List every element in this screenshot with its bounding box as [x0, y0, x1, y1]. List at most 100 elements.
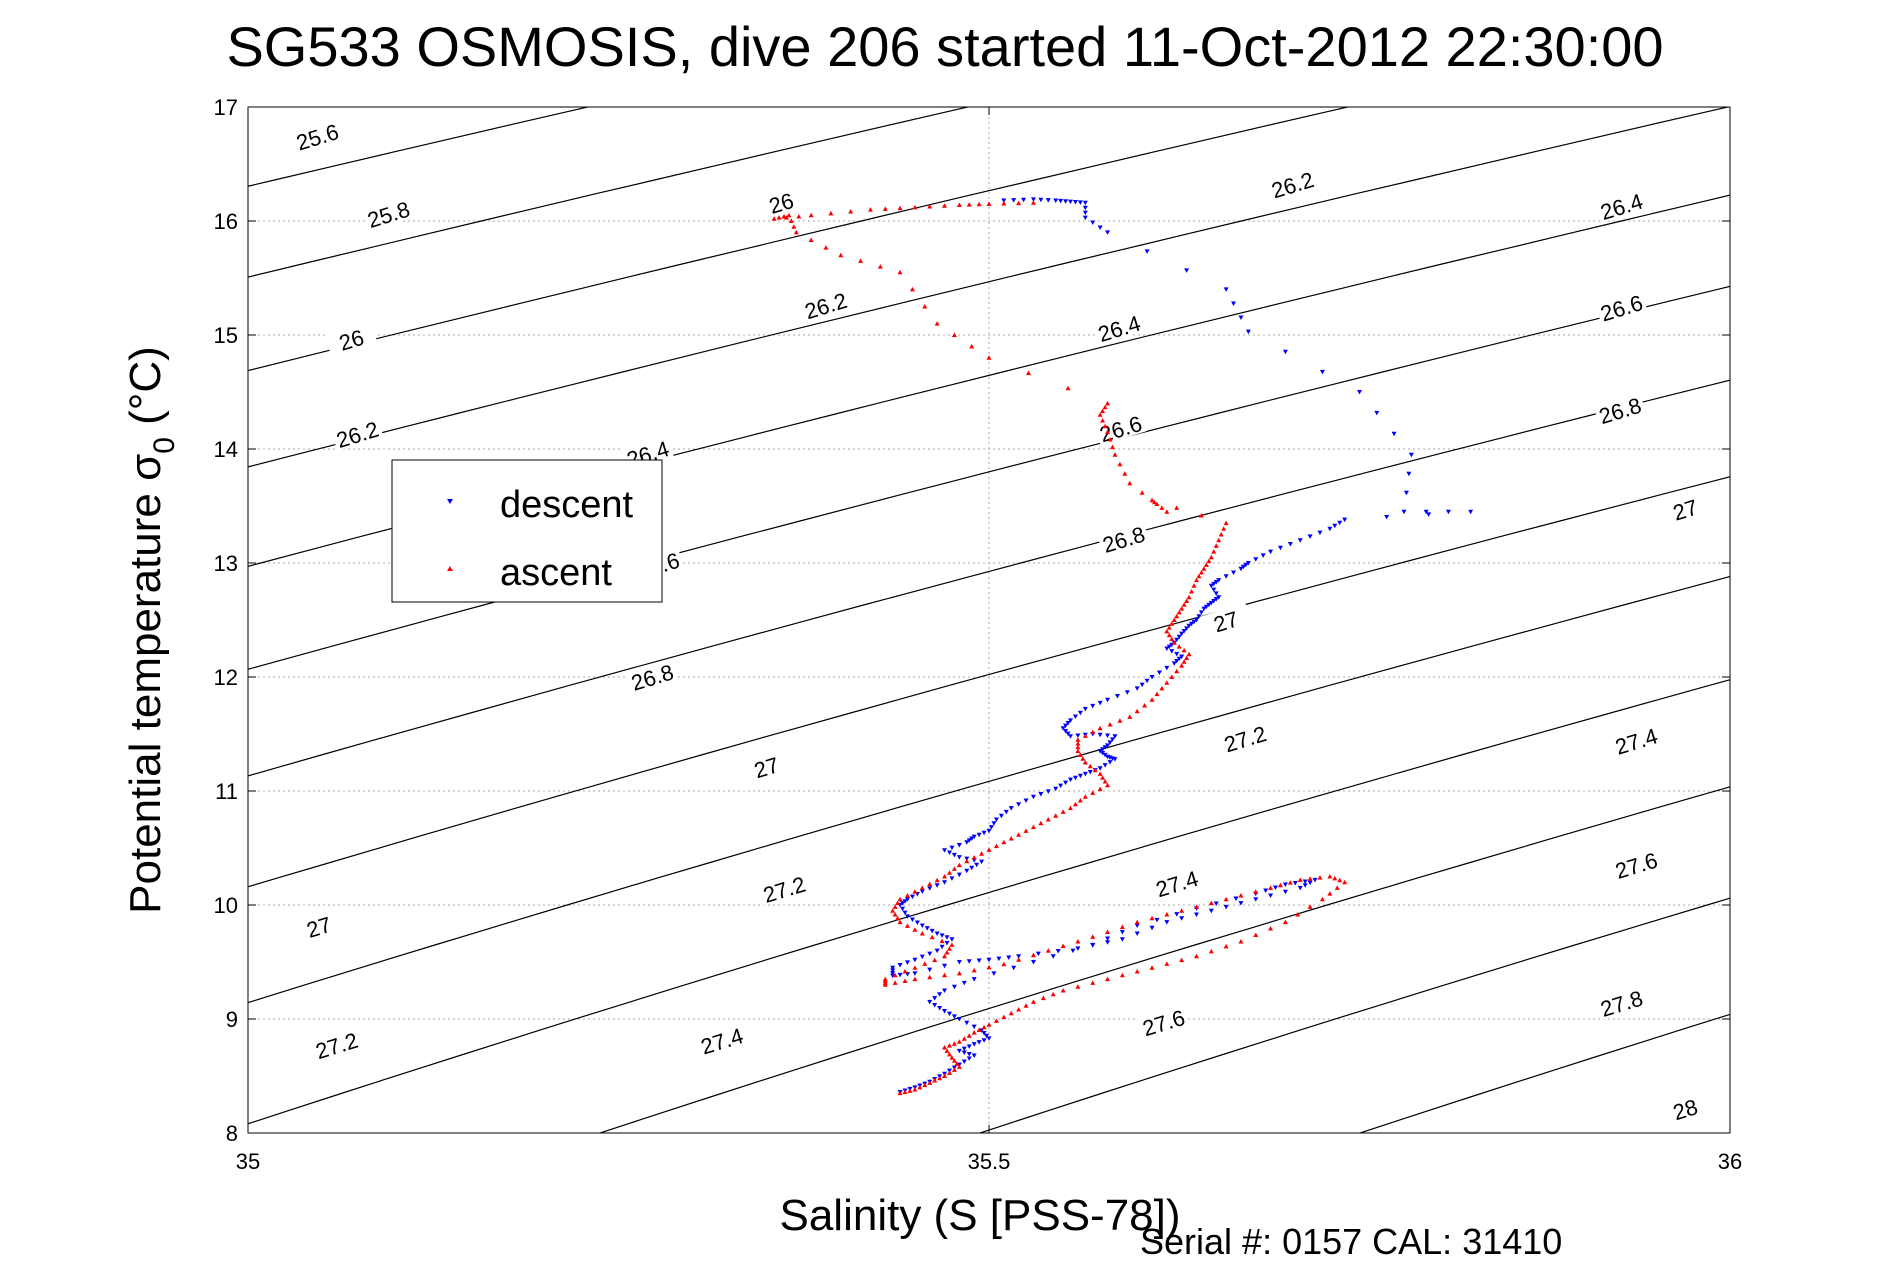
ascent-point	[942, 874, 948, 879]
descent-point	[1374, 410, 1380, 416]
ascent-point	[1223, 943, 1229, 949]
ascent-point	[1090, 729, 1096, 735]
ascent-point	[1038, 820, 1044, 826]
ascent-point	[986, 355, 992, 360]
ascent-point	[956, 1039, 962, 1044]
ascent-point	[902, 978, 908, 983]
descent-point	[939, 944, 945, 950]
descent-point	[956, 842, 962, 848]
y-axis-label-main: Potential temperature σ	[121, 454, 170, 914]
ascent-point	[927, 1080, 933, 1085]
ascent-point	[946, 870, 952, 875]
descent-point	[1072, 775, 1078, 781]
descent-point	[1082, 771, 1088, 777]
descent-point	[1139, 682, 1145, 688]
descent-point	[961, 1059, 967, 1065]
ascent-point	[1142, 703, 1148, 708]
descent-point	[956, 1017, 962, 1022]
ascent-point	[1176, 644, 1182, 649]
descent-point	[1268, 893, 1274, 898]
ascent-point	[927, 204, 933, 209]
contour-label-bg	[1097, 520, 1150, 556]
descent-point	[1211, 587, 1217, 593]
ascent-point	[1092, 767, 1098, 773]
descent-point	[934, 931, 940, 936]
descent-point	[1068, 718, 1074, 723]
ascent-point	[912, 927, 918, 932]
ascent-point	[909, 286, 915, 292]
ascent-point	[1127, 714, 1133, 719]
ascent-point	[771, 216, 777, 221]
ascent-point	[956, 970, 962, 976]
ascent-point	[1179, 908, 1185, 913]
descent-point	[964, 868, 970, 874]
descent-point	[979, 1028, 985, 1033]
descent-point	[1216, 595, 1222, 600]
descent-point	[1231, 570, 1237, 575]
descent-point	[1063, 780, 1069, 786]
descent-point	[1154, 917, 1160, 923]
descent-point	[1050, 954, 1056, 959]
ascent-point	[1082, 760, 1088, 765]
ascent-point	[858, 258, 864, 263]
ascent-point	[1164, 912, 1170, 917]
descent-point	[1216, 578, 1222, 583]
ascent-point	[946, 1051, 952, 1057]
descent-point	[961, 980, 967, 986]
descent-point	[1423, 509, 1429, 515]
descent-point	[1030, 794, 1036, 800]
descent-point	[1156, 670, 1162, 675]
ascent-point	[1164, 509, 1170, 514]
descent-point	[1102, 745, 1108, 750]
descent-point	[1105, 743, 1111, 748]
ascent-point	[942, 203, 948, 208]
ascent-point	[966, 1033, 972, 1038]
descent-point	[1302, 883, 1308, 888]
ascent-point	[1277, 882, 1283, 888]
descent-point	[1100, 751, 1106, 756]
ascent-point	[922, 304, 928, 309]
descent-point	[1174, 912, 1180, 917]
ascent-point	[1282, 919, 1288, 925]
descent-point	[1035, 951, 1041, 957]
descent-point	[996, 956, 1002, 962]
descent-point	[1164, 665, 1170, 671]
ascent-point	[949, 1055, 955, 1060]
plot-area	[248, 107, 1730, 1133]
ascent-point	[1053, 813, 1059, 818]
descent-point	[919, 954, 925, 960]
contour-label-bg	[754, 184, 808, 220]
descent-point	[951, 984, 957, 990]
descent-point	[1058, 198, 1064, 204]
descent-point	[1240, 564, 1246, 570]
descent-point	[1068, 199, 1074, 205]
ascent-point	[1213, 543, 1219, 548]
descent-point	[900, 901, 906, 906]
descent-point	[1332, 523, 1338, 529]
ascent-point	[783, 215, 789, 220]
ascent-point	[1117, 718, 1123, 723]
descent-point	[1082, 706, 1088, 712]
ascent-point	[937, 1075, 943, 1081]
ascent-point	[897, 919, 903, 925]
legend-ascent-marker	[447, 566, 453, 571]
contour-label-bg	[1266, 166, 1319, 202]
ascent-point	[1196, 573, 1202, 579]
ascent-point	[1100, 408, 1106, 413]
descent-point	[1193, 618, 1199, 623]
descent-point	[902, 899, 908, 904]
descent-point	[1105, 936, 1111, 941]
ascent-point	[1100, 418, 1106, 423]
descent-point	[1144, 678, 1150, 684]
descent-point	[1016, 802, 1022, 807]
ascent-point	[993, 843, 999, 849]
descent-point	[1263, 888, 1269, 894]
contour-label-bg	[292, 908, 345, 944]
descent-point	[1445, 509, 1451, 515]
ascent-point	[1208, 554, 1214, 560]
descent-point	[966, 1056, 972, 1062]
ascent-point	[1112, 452, 1118, 457]
descent-point	[919, 889, 925, 894]
ascent-point	[1045, 817, 1051, 822]
descent-point	[1297, 538, 1303, 543]
